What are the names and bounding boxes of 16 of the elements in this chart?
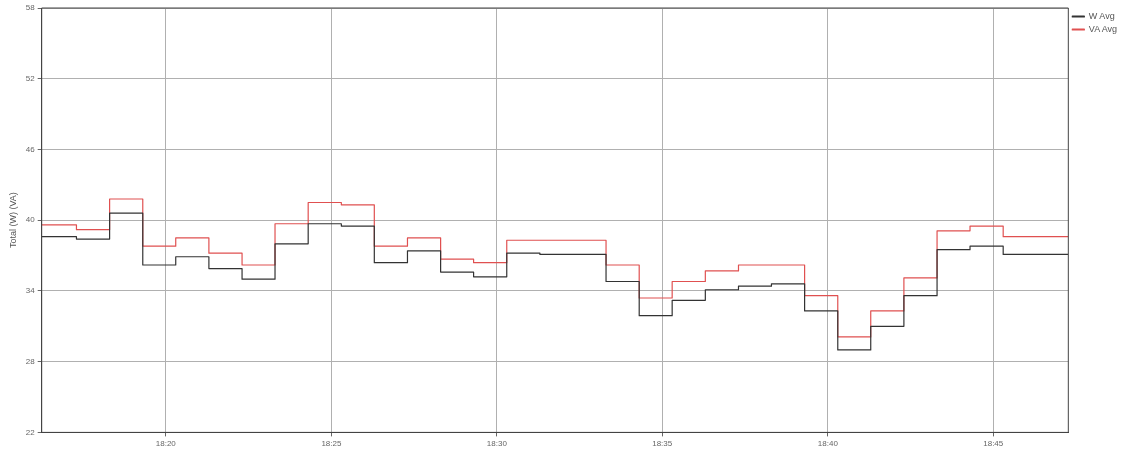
legend-label: W Avg xyxy=(1088,10,1115,21)
x-tick-label: 18:30 xyxy=(486,439,508,449)
x-tick-label: 18:25 xyxy=(321,439,342,449)
x-tick-label: 18:40 xyxy=(817,439,839,449)
y-axis-title: Total (W) (VA) xyxy=(7,192,18,249)
x-tick-label: 18:35 xyxy=(652,439,673,449)
legend-label: VA Avg xyxy=(1088,23,1118,34)
x-tick-label: 18:45 xyxy=(983,439,1004,449)
y-tick-label: 52 xyxy=(25,73,36,83)
y-tick-label: 34 xyxy=(25,286,36,296)
y-tick-label: 40 xyxy=(25,215,36,225)
y-tick-label: 22 xyxy=(25,427,36,437)
x-tick-label: 18:20 xyxy=(155,439,177,449)
y-tick-label: 46 xyxy=(25,144,36,154)
y-tick-label: 58 xyxy=(25,3,36,13)
y-tick-label: 28 xyxy=(25,356,36,366)
